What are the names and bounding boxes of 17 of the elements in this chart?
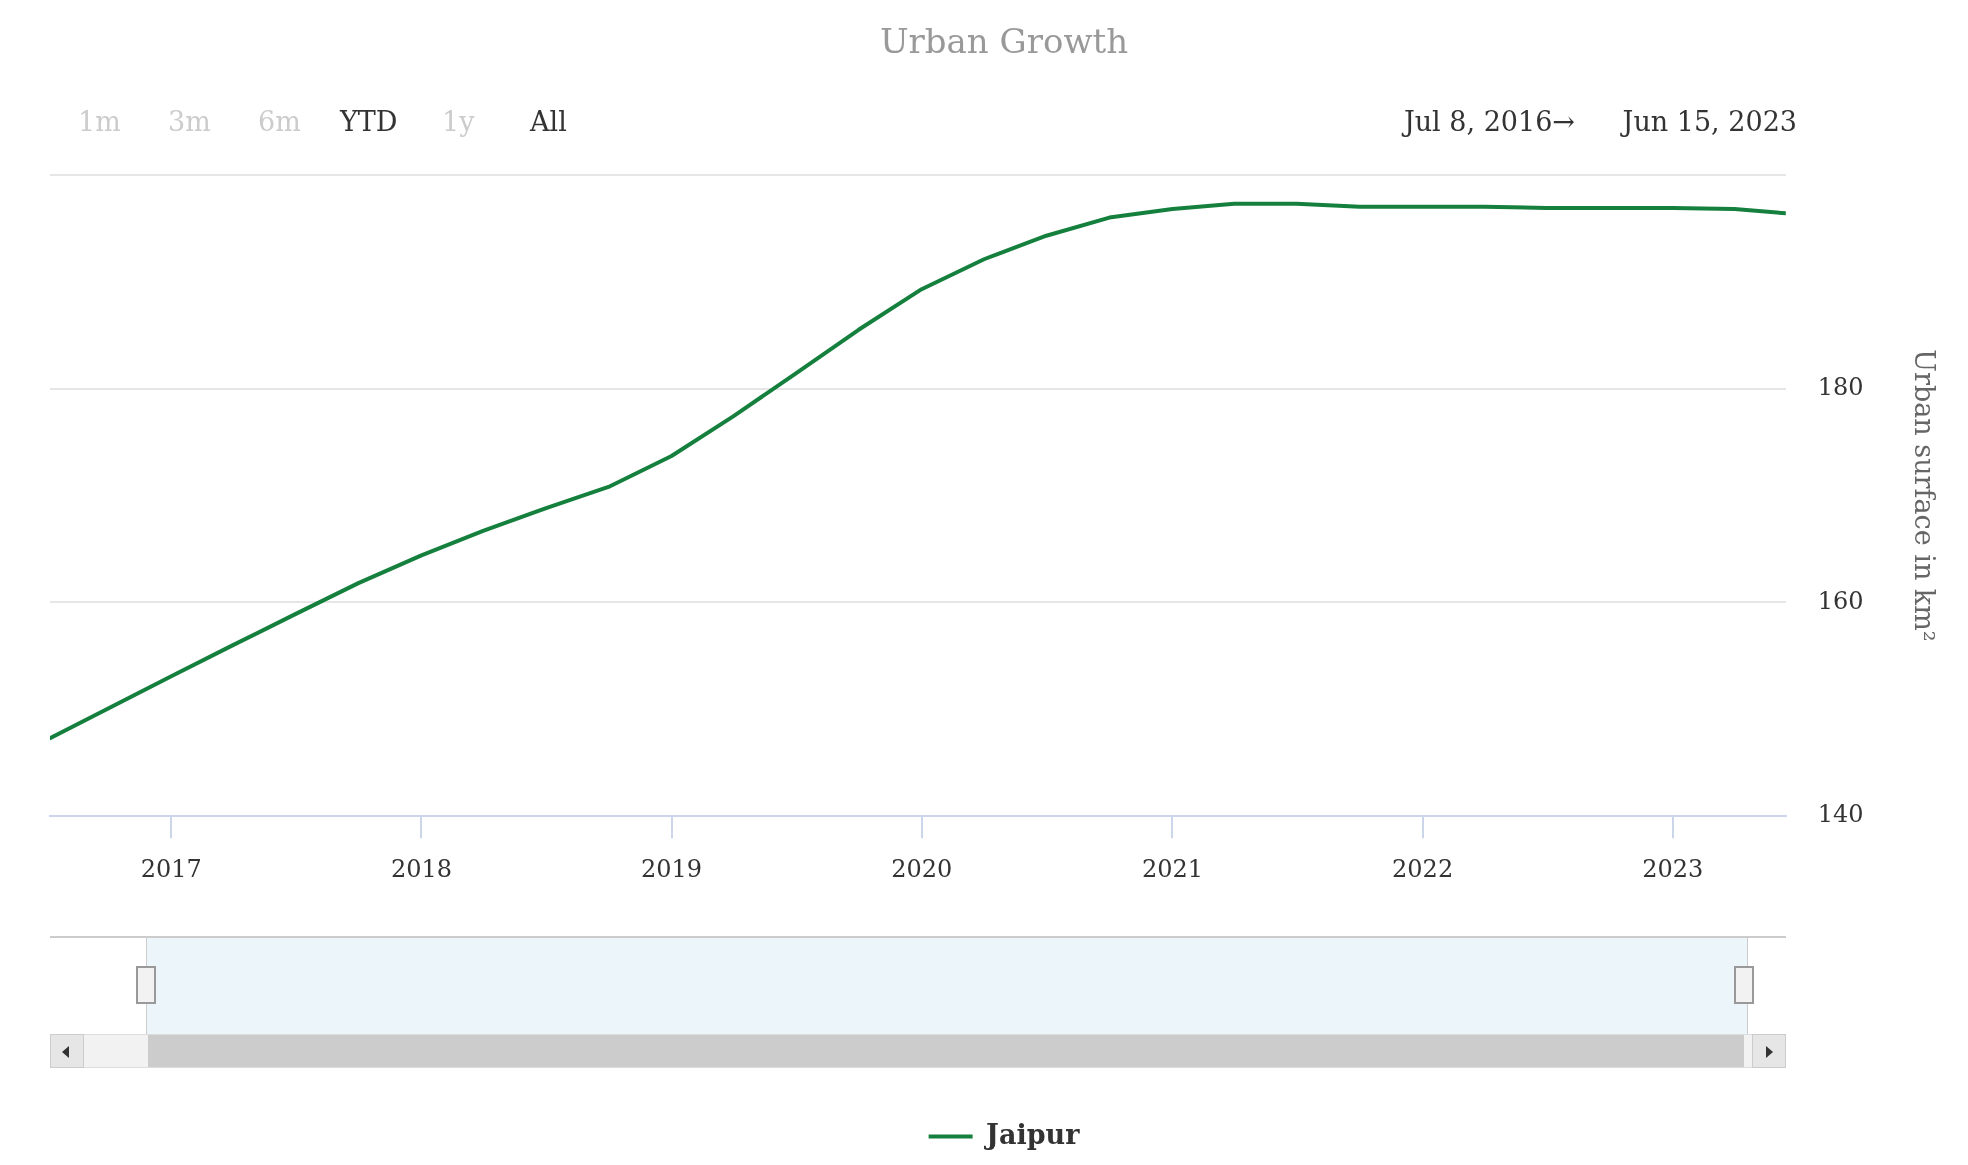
y-tick-label: 180: [1817, 372, 1864, 401]
text: Jul 8, 2016→: [1403, 106, 1575, 137]
legend-label: Jaipur: [984, 1118, 1081, 1150]
x-tick-label: 2018: [390, 854, 452, 883]
y-axis-title: Urban surface in km²: [1908, 349, 1940, 642]
x-tick-label: 2017: [140, 854, 202, 883]
x-tick-label: 2019: [641, 854, 703, 883]
text: Jun 15, 2023: [1622, 106, 1797, 137]
text: YTD: [340, 106, 398, 137]
x-tick-label: 2023: [1642, 854, 1704, 883]
x-tick-label: 2021: [1141, 854, 1204, 883]
x-tick-label: 2022: [1392, 854, 1454, 883]
x-tick-label: 2020: [891, 854, 953, 883]
chart-title: Urban Growth: [879, 21, 1129, 62]
y-tick-label: 140: [1817, 800, 1864, 829]
y-tick-label: 160: [1817, 586, 1864, 615]
text: All: [530, 106, 567, 137]
